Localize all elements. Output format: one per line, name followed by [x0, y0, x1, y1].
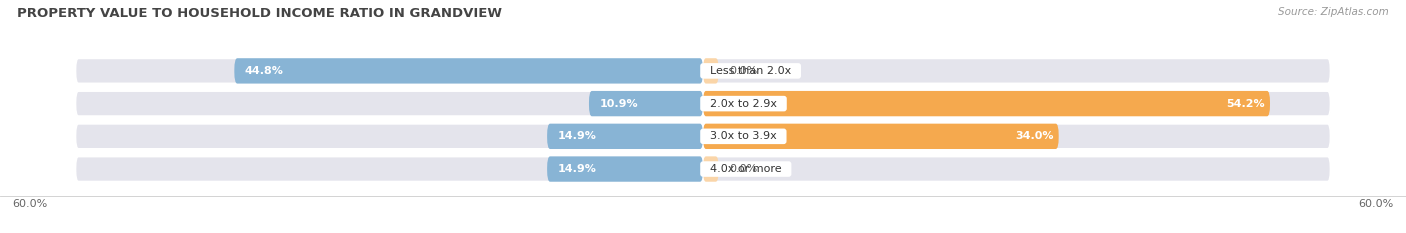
FancyBboxPatch shape [589, 91, 703, 116]
FancyBboxPatch shape [703, 91, 1330, 116]
Text: Source: ZipAtlas.com: Source: ZipAtlas.com [1278, 7, 1389, 17]
FancyBboxPatch shape [703, 124, 1330, 149]
FancyBboxPatch shape [76, 58, 703, 84]
FancyBboxPatch shape [547, 124, 703, 149]
FancyBboxPatch shape [703, 156, 718, 182]
FancyBboxPatch shape [76, 91, 703, 116]
Text: 14.9%: 14.9% [558, 131, 596, 141]
Text: Less than 2.0x: Less than 2.0x [703, 66, 799, 76]
Text: 34.0%: 34.0% [1015, 131, 1053, 141]
Text: 0.0%: 0.0% [730, 164, 758, 174]
Text: 60.0%: 60.0% [1358, 199, 1393, 209]
FancyBboxPatch shape [76, 124, 703, 149]
Text: 3.0x to 3.9x: 3.0x to 3.9x [703, 131, 783, 141]
FancyBboxPatch shape [547, 156, 703, 182]
FancyBboxPatch shape [703, 91, 1270, 116]
Text: 4.0x or more: 4.0x or more [703, 164, 789, 174]
Text: 60.0%: 60.0% [13, 199, 48, 209]
Text: 14.9%: 14.9% [558, 164, 596, 174]
FancyBboxPatch shape [703, 58, 718, 84]
Text: 0.0%: 0.0% [730, 66, 758, 76]
FancyBboxPatch shape [703, 124, 1059, 149]
FancyBboxPatch shape [703, 58, 1330, 84]
Text: 44.8%: 44.8% [245, 66, 284, 76]
FancyBboxPatch shape [703, 156, 1330, 182]
Text: 2.0x to 2.9x: 2.0x to 2.9x [703, 99, 785, 109]
FancyBboxPatch shape [235, 58, 703, 84]
Text: 10.9%: 10.9% [599, 99, 638, 109]
Text: PROPERTY VALUE TO HOUSEHOLD INCOME RATIO IN GRANDVIEW: PROPERTY VALUE TO HOUSEHOLD INCOME RATIO… [17, 7, 502, 20]
FancyBboxPatch shape [76, 156, 703, 182]
Text: 54.2%: 54.2% [1226, 99, 1265, 109]
